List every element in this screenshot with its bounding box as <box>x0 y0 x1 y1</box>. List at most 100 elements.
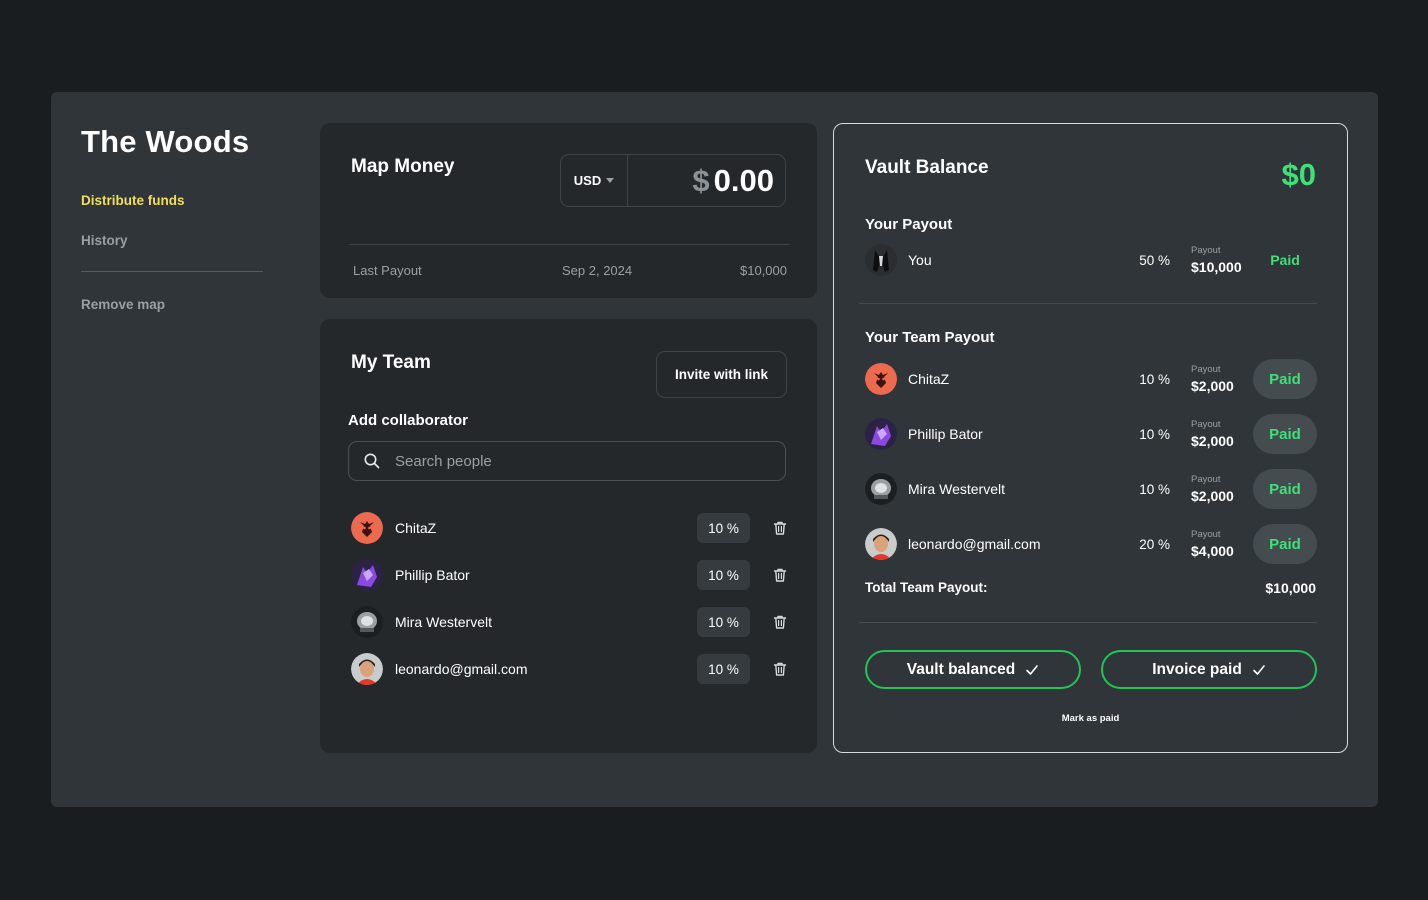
paid-button[interactable]: Paid <box>1253 359 1317 399</box>
team-payout-title: Your Team Payout <box>865 329 995 346</box>
trash-icon[interactable] <box>772 614 788 630</box>
amount-value[interactable]: $ 0.00 <box>628 155 785 206</box>
trash-icon[interactable] <box>772 661 788 677</box>
payout-label: Payout <box>1191 474 1221 485</box>
payout-block: Payout $2,000 <box>1191 364 1249 394</box>
avatar-chitaz <box>351 512 383 544</box>
your-payout-title: Your Payout <box>865 216 953 233</box>
payout-block: Payout $10,000 <box>1191 245 1249 275</box>
paid-button[interactable]: Paid <box>1253 524 1317 564</box>
invite-with-link-button[interactable]: Invite with link <box>656 351 787 398</box>
nav-history[interactable]: History <box>81 233 128 248</box>
team-member-row: Phillip Bator 10 % <box>351 559 788 591</box>
amount-number: 0.00 <box>713 162 774 198</box>
team-member-row: leonardo@gmail.com 10 % <box>351 653 788 685</box>
payout-label: Payout <box>1191 364 1221 375</box>
member-name: Mira Westervelt <box>395 614 492 630</box>
nav-distribute-funds[interactable]: Distribute funds <box>81 193 185 208</box>
trash-icon[interactable] <box>772 567 788 583</box>
paid-button[interactable]: Paid <box>1253 469 1317 509</box>
avatar-you <box>865 244 897 276</box>
nav-remove-map[interactable]: Remove map <box>81 297 166 312</box>
payout-amount: $4,000 <box>1191 543 1234 559</box>
member-percentage[interactable]: 10 % <box>697 654 750 684</box>
total-team-payout-label: Total Team Payout: <box>865 580 988 595</box>
payout-percentage: 20 % <box>1139 536 1170 552</box>
member-name: ChitaZ <box>395 520 437 536</box>
currency-select[interactable]: USD <box>561 155 628 206</box>
payout-amount: $2,000 <box>1191 433 1234 449</box>
team-payout-row: Phillip Bator 10 % Payout $2,000 Paid <box>865 414 1317 454</box>
team-member-row: Mira Westervelt 10 % <box>351 606 788 638</box>
avatar-phillip-bator <box>865 418 897 450</box>
vault-balanced-button[interactable]: Vault balanced <box>865 650 1081 689</box>
payout-name: Mira Westervelt <box>908 481 1005 497</box>
avatar-phillip-bator <box>351 559 383 591</box>
payout-block: Payout $2,000 <box>1191 419 1249 449</box>
nav-divider <box>81 271 263 272</box>
avatar-mira-westervelt <box>351 606 383 638</box>
money-divider <box>349 244 789 245</box>
check-icon <box>1252 663 1266 677</box>
payout-name: You <box>908 252 932 268</box>
map-money-title: Map Money <box>351 156 455 177</box>
member-percentage[interactable]: 10 % <box>697 560 750 590</box>
your-payout-row: You 50 % Payout $10,000 Paid <box>865 244 1317 276</box>
trash-icon[interactable] <box>772 520 788 536</box>
payout-label: Payout <box>1191 245 1221 256</box>
add-collaborator-label: Add collaborator <box>348 412 469 429</box>
team-payout-row: Mira Westervelt 10 % Payout $2,000 Paid <box>865 469 1317 509</box>
check-icon <box>1025 663 1039 677</box>
avatar-leonardo <box>351 653 383 685</box>
vault-balance-card: Vault Balance $0 Your Payout You 50 % Pa… <box>833 123 1348 753</box>
payout-percentage: 10 % <box>1139 426 1170 442</box>
avatar-mira-westervelt <box>865 473 897 505</box>
payout-percentage: 10 % <box>1139 481 1170 497</box>
avatar-chitaz <box>865 363 897 395</box>
map-title: The Woods <box>81 124 250 159</box>
my-team-card: My Team Invite with link Add collaborato… <box>320 319 817 753</box>
currency-label: USD <box>573 173 602 188</box>
payout-name: leonardo@gmail.com <box>908 536 1041 552</box>
payout-amount: $10,000 <box>1191 259 1242 275</box>
payout-block: Payout $2,000 <box>1191 474 1249 504</box>
payout-label: Payout <box>1191 419 1221 430</box>
member-percentage[interactable]: 10 % <box>697 607 750 637</box>
mark-as-paid-link[interactable]: Mark as paid <box>1061 713 1120 724</box>
team-payout-row: ChitaZ 10 % Payout $2,000 Paid <box>865 359 1317 399</box>
paid-button[interactable]: Paid <box>1253 414 1317 454</box>
payout-amount: $2,000 <box>1191 378 1234 394</box>
team-member-row: ChitaZ 10 % <box>351 512 788 544</box>
payout-name: ChitaZ <box>908 371 950 387</box>
member-name: Phillip Bator <box>395 567 470 583</box>
my-team-title: My Team <box>351 352 431 373</box>
amount-input[interactable]: USD $ 0.00 <box>560 154 786 207</box>
vault-divider <box>859 622 1317 623</box>
invoice-paid-label: Invoice paid <box>1152 660 1242 678</box>
vault-balance-amount: $0 <box>1281 157 1316 192</box>
paid-status: Paid <box>1270 252 1300 268</box>
search-bar[interactable] <box>348 441 786 481</box>
currency-symbol: $ <box>692 162 710 198</box>
vault-balanced-label: Vault balanced <box>906 660 1016 678</box>
payout-amount: $2,000 <box>1191 488 1234 504</box>
last-payout-date: Sep 2, 2024 <box>562 263 633 278</box>
payout-block: Payout $4,000 <box>1191 529 1249 559</box>
search-people-input[interactable] <box>395 452 775 470</box>
member-name: leonardo@gmail.com <box>395 661 528 677</box>
last-payout-amount: $10,000 <box>740 263 787 278</box>
app-frame: The Woods Distribute funds History Remov… <box>51 92 1378 807</box>
payout-percentage: 10 % <box>1139 371 1170 387</box>
member-percentage[interactable]: 10 % <box>697 513 750 543</box>
search-icon <box>364 453 380 469</box>
team-payout-row: leonardo@gmail.com 20 % Payout $4,000 Pa… <box>865 524 1317 564</box>
vault-balance-title: Vault Balance <box>865 157 989 178</box>
payout-label: Payout <box>1191 529 1221 540</box>
invoice-paid-button[interactable]: Invoice paid <box>1101 650 1317 689</box>
avatar-leonardo <box>865 528 897 560</box>
vault-divider <box>859 303 1317 304</box>
map-money-card: Map Money USD $ 0.00 Last Payout Sep 2, … <box>320 123 817 298</box>
total-team-payout-value: $10,000 <box>1265 580 1316 596</box>
payout-name: Phillip Bator <box>908 426 983 442</box>
last-payout-label: Last Payout <box>353 263 422 278</box>
